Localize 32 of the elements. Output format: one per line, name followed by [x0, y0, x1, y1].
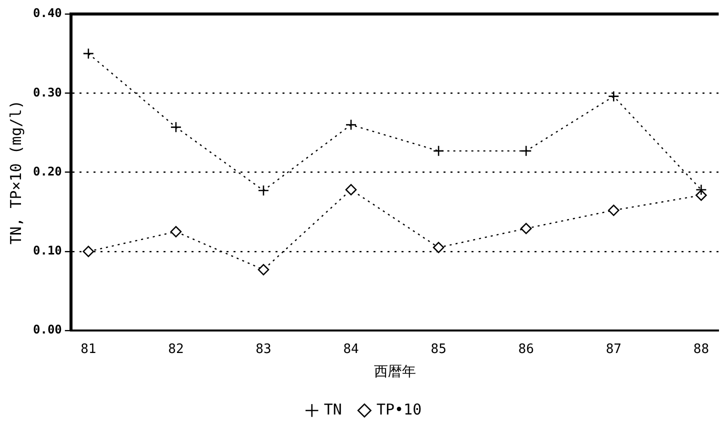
x-tick-label: 82 — [168, 342, 184, 357]
point — [258, 264, 270, 276]
x-tick-label: 84 — [343, 342, 360, 357]
x-axis-title: 西暦年 — [374, 364, 416, 380]
point — [170, 226, 182, 238]
y-tick-label: 0.10 — [32, 244, 62, 258]
point — [520, 222, 532, 234]
x-tick-label: 87 — [606, 342, 622, 357]
point — [520, 145, 532, 157]
point — [432, 242, 444, 254]
x-tick-label: 81 — [80, 342, 96, 357]
x-tick-label: 83 — [256, 342, 272, 357]
point — [608, 90, 620, 102]
point — [82, 246, 94, 258]
legend-label: TP•10 — [376, 400, 422, 418]
point — [345, 184, 357, 196]
point — [432, 145, 444, 157]
y-tick-label: 0.20 — [32, 164, 62, 178]
y-tick-label: 0.40 — [32, 6, 62, 20]
y-tick-label: 0.00 — [32, 322, 62, 337]
point — [608, 204, 620, 216]
point — [345, 119, 357, 130]
x-tick-label: 86 — [518, 342, 534, 357]
point — [258, 184, 270, 196]
y-axis-title: TN, TP×10 (mg/l) — [6, 100, 25, 245]
point — [696, 184, 707, 196]
legend-label: TN — [324, 400, 342, 418]
point — [82, 48, 94, 60]
point — [170, 122, 182, 133]
x-tick-label: 88 — [693, 342, 710, 357]
x-tick-label: 85 — [430, 342, 446, 357]
y-tick-label: 0.30 — [32, 85, 62, 100]
